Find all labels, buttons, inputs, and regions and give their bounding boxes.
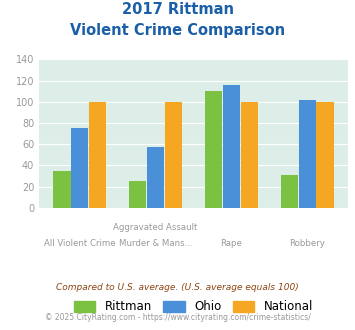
Bar <box>281 175 298 208</box>
Text: Robbery: Robbery <box>289 239 325 248</box>
Bar <box>89 102 106 208</box>
Text: Aggravated Assault: Aggravated Assault <box>113 223 198 232</box>
Bar <box>241 102 258 208</box>
Text: All Violent Crime: All Violent Crime <box>44 239 115 248</box>
Text: Violent Crime Comparison: Violent Crime Comparison <box>70 23 285 38</box>
Bar <box>129 182 146 208</box>
Text: 2017 Rittman: 2017 Rittman <box>121 2 234 16</box>
Bar <box>165 102 182 208</box>
Bar <box>71 128 88 208</box>
Text: © 2025 CityRating.com - https://www.cityrating.com/crime-statistics/: © 2025 CityRating.com - https://www.city… <box>45 313 310 322</box>
Text: Compared to U.S. average. (U.S. average equals 100): Compared to U.S. average. (U.S. average … <box>56 283 299 292</box>
Bar <box>205 91 222 208</box>
Text: Rape: Rape <box>220 239 242 248</box>
Bar <box>299 100 316 208</box>
Bar <box>223 85 240 208</box>
Legend: Rittman, Ohio, National: Rittman, Ohio, National <box>69 295 318 318</box>
Bar <box>53 171 71 208</box>
Bar <box>316 102 334 208</box>
Bar <box>147 148 164 208</box>
Text: Murder & Mans...: Murder & Mans... <box>119 239 192 248</box>
